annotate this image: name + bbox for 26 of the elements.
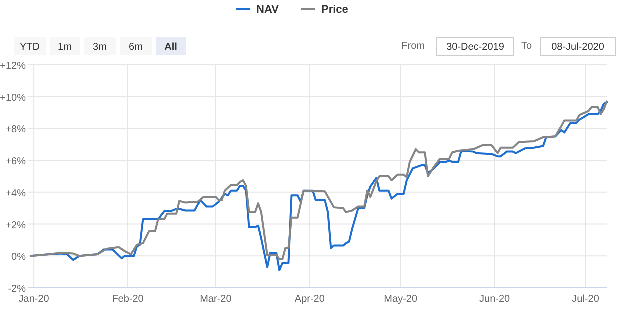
date-field: 30-Dec-2019 — [436, 37, 514, 56]
range-button: All — [156, 37, 186, 55]
date-field: 08-Jul-2020 — [540, 37, 616, 56]
range-button: 1m — [50, 37, 80, 55]
y-tick-label: +4% — [6, 188, 26, 200]
text: To — [521, 41, 532, 52]
x-tick-label: Apr-20 — [294, 294, 326, 305]
y-tick-label: +2% — [6, 220, 26, 232]
legend-label: Price — [322, 4, 348, 16]
text: From — [402, 41, 425, 52]
range-button: 6m — [120, 37, 152, 55]
range-button: 3m — [84, 37, 116, 55]
x-tick-label: Jan-20 — [18, 294, 50, 305]
x-tick-label: Mar-20 — [200, 294, 232, 305]
range-button: YTD — [14, 37, 46, 55]
y-tick-label: +6% — [6, 156, 26, 168]
x-tick-label: May-20 — [384, 294, 418, 305]
y-tick-label: -2% — [8, 284, 26, 295]
x-tick-label: Jul-20 — [572, 294, 600, 305]
y-tick-label: 0% — [12, 252, 26, 264]
x-tick-label: Feb-20 — [112, 294, 144, 305]
legend-label: NAV — [256, 4, 280, 16]
y-tick-label: +12% — [0, 61, 26, 72]
x-tick-label: Jun-20 — [480, 294, 511, 305]
y-tick-label: +8% — [6, 124, 26, 136]
y-tick-label: +10% — [0, 92, 26, 104]
